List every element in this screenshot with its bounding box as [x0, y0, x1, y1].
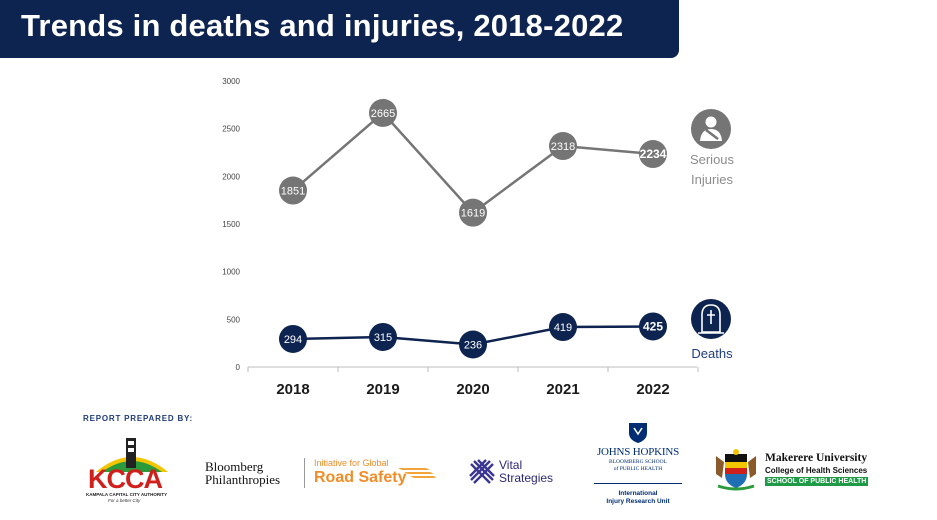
data-point — [459, 198, 487, 227]
data-label: 1619 — [461, 208, 485, 220]
x-tick-label: 2019 — [366, 381, 399, 398]
y-tick-label: 1000 — [222, 268, 240, 277]
series-name-label: Injuries — [691, 172, 733, 187]
y-tick-label: 500 — [227, 315, 241, 324]
jhu-school: BLOOMBERG SCHOOL of PUBLIC HEALTH — [590, 459, 686, 472]
vital-line2: Strategies — [499, 471, 554, 485]
jhu-shield-icon — [629, 423, 647, 443]
report-prepared-label: REPORT PREPARED BY: — [83, 414, 194, 423]
jhu-unit1: International — [618, 490, 658, 497]
data-point — [549, 132, 577, 161]
vital-mark-icon — [469, 459, 495, 484]
johns-hopkins-logo: JOHNS HOPKINS BLOOMBERG SCHOOL of PUBLIC… — [590, 422, 686, 510]
data-label: 425 — [643, 319, 663, 333]
y-tick-label: 2000 — [222, 172, 240, 181]
gravestone-outline — [701, 304, 721, 333]
makerere-logo: Makerere University College of Health Sc… — [712, 448, 882, 492]
y-tick-label: 0 — [236, 363, 241, 372]
data-point — [549, 313, 577, 342]
vital-text: Vital Strategies — [499, 459, 553, 485]
line-chart: 0 500 1000 1500 2000 2500 3000 2018 2019 2020 2021… — [222, 77, 735, 398]
page-title: Trends in deaths and injuries, 2018-2022 — [21, 8, 624, 43]
data-label: 2318 — [551, 141, 575, 153]
data-label: 2234 — [640, 147, 667, 161]
vital-line1: Vital — [499, 458, 523, 472]
makerere-crest-icon — [716, 449, 756, 491]
data-label: 419 — [554, 322, 572, 334]
data-label: 2665 — [371, 108, 395, 120]
road-safety-line1: Initiative for Global — [314, 458, 389, 468]
jhu-name: JOHNS HOPKINS — [596, 446, 680, 458]
injured-person-sling — [705, 129, 719, 140]
data-point — [639, 312, 667, 341]
title-bar: Trends in deaths and injuries, 2018-2022 — [0, 0, 679, 58]
jhu-unit: International Injury Research Unit — [590, 490, 686, 506]
data-label: 315 — [374, 332, 392, 344]
vital-strategies-logo: Vital Strategies — [468, 457, 568, 489]
data-point — [459, 330, 487, 359]
y-tick-label: 3000 — [222, 77, 240, 86]
data-label: 294 — [284, 334, 302, 346]
kcca-logo: KCCA KAMPALA CAPITAL CITY AUTHORITY For … — [86, 436, 178, 506]
jhu-sub1: BLOOMBERG SCHOOL — [609, 459, 667, 465]
jhu-unit2: Injury Research Unit — [606, 498, 670, 505]
data-label: 1851 — [281, 186, 305, 198]
makerere-school: SCHOOL OF PUBLIC HEALTH — [765, 477, 869, 486]
makerere-college: College of Health Sciences — [765, 466, 868, 475]
bloomberg-line1: Bloomberg — [205, 459, 264, 474]
data-point — [279, 176, 307, 205]
data-point — [369, 98, 397, 127]
jhu-divider — [594, 483, 682, 484]
bloomberg-philanthropies-logo: Bloomberg Philanthropies — [205, 460, 280, 486]
y-tick-label: 1500 — [222, 220, 240, 229]
gravestone-cross — [707, 310, 715, 324]
x-tick-label: 2022 — [636, 381, 669, 398]
road-safety-logo: Initiative for Global Road Safety — [314, 458, 436, 487]
makerere-name: Makerere University — [765, 452, 868, 464]
kcca-motto: For a better City — [108, 498, 141, 503]
y-tick-label: 2500 — [222, 125, 240, 134]
series-name-label: Serious — [690, 152, 735, 167]
x-tick-label: 2020 — [456, 381, 489, 398]
bloomberg-line2: Philanthropies — [205, 472, 281, 487]
road-stripes-icon — [398, 468, 436, 478]
kcca-wordmark: KCCA — [88, 464, 163, 494]
kcca-emblem-icon — [96, 438, 168, 472]
jhu-sub2: of PUBLIC HEALTH — [613, 465, 663, 472]
x-tick-label: 2021 — [546, 381, 579, 398]
x-tick-label: 2018 — [276, 381, 309, 398]
data-point — [369, 322, 397, 351]
road-safety-line2: Road Safety — [314, 469, 407, 486]
data-point — [639, 140, 667, 169]
data-label: 236 — [464, 340, 482, 352]
injured-person-head — [705, 116, 717, 128]
logo-divider — [304, 458, 305, 488]
series-line — [292, 111, 654, 215]
kcca-subtitle: KAMPALA CAPITAL CITY AUTHORITY — [86, 492, 168, 497]
data-point — [279, 324, 307, 353]
series-name-label: Deaths — [691, 346, 733, 361]
